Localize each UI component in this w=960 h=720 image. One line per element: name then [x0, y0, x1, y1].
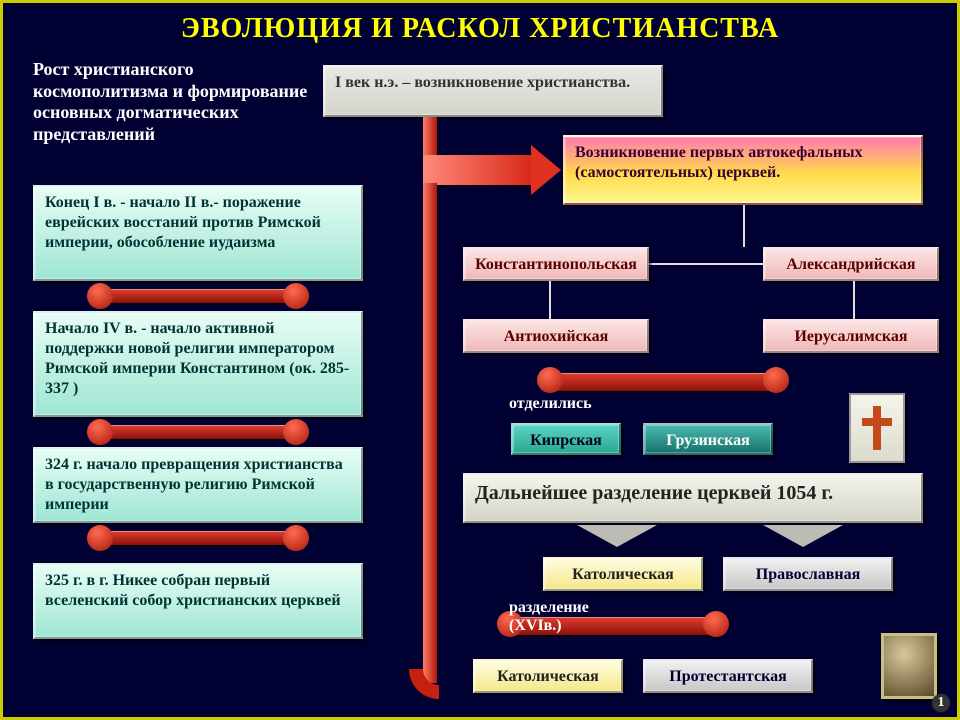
origin-box: I век н.э. – возникновение христианства. [323, 65, 663, 117]
arrow-to-sunset [423, 155, 533, 185]
left-event-2: Начало IV в. - начало активной поддержки… [33, 311, 363, 417]
left-event-4: 325 г. в г. Никее собран первый вселенск… [33, 563, 363, 639]
event-text: 324 г. начало превращения христианства в… [35, 449, 361, 521]
church-georgia: Грузинская [643, 423, 773, 455]
split-label: Католическая [545, 559, 701, 591]
arrow-curve-bottom [409, 669, 439, 699]
church-label: Грузинская [645, 425, 771, 457]
tree-vline [743, 205, 745, 247]
cross-icon [849, 393, 905, 463]
church-label: Кипрская [513, 425, 619, 457]
red-conn-1 [93, 289, 303, 303]
split-label: Православная [725, 559, 891, 591]
catholic-16c: Католическая [473, 659, 623, 693]
gray-arrow-2 [763, 525, 843, 547]
page-title: ЭВОЛЮЦИЯ И РАСКОЛ ХРИСТИАНСТВА [3, 3, 957, 51]
church-cyprus: Кипрская [511, 423, 621, 455]
church-alexandria: Александрийская [763, 247, 939, 281]
red-conn-3 [93, 531, 303, 545]
event-text: Конец I в. - начало II в.- поражение евр… [35, 187, 361, 259]
autocephalous-text: Возникновение первых автокефальных (само… [565, 137, 921, 189]
left-event-1: Конец I в. - начало II в.- поражение евр… [33, 185, 363, 281]
label-separated: отделились [509, 395, 592, 413]
event-text: 325 г. в г. Никее собран первый вселенск… [35, 565, 361, 617]
schism-1054-text: Дальнейшее разделение церквей 1054 г. [465, 475, 921, 512]
church-label: Иерусалимская [765, 321, 937, 353]
split-label: Протестантская [645, 661, 811, 693]
crucifix-image [881, 633, 937, 699]
event-text: Начало IV в. - начало активной поддержки… [35, 313, 361, 405]
church-antioch: Антиохийская [463, 319, 649, 353]
label-split2: разделение (XVIв.) [509, 599, 629, 634]
origin-text: I век н.э. – возникновение христианства. [325, 67, 661, 99]
schism-1054-box: Дальнейшее разделение церквей 1054 г. [463, 473, 923, 523]
arrow-vert-long [423, 183, 437, 683]
slide-number: 1 [931, 693, 951, 713]
split-label: Католическая [475, 661, 621, 693]
church-label: Константинопольская [465, 249, 647, 281]
tree-v3 [549, 281, 551, 319]
church-constantinople: Константинопольская [463, 247, 649, 281]
gray-arrow-1 [577, 525, 657, 547]
red-band-churches [543, 373, 783, 391]
red-conn-2 [93, 425, 303, 439]
church-jerusalem: Иерусалимская [763, 319, 939, 353]
church-label: Александрийская [765, 249, 937, 281]
autocephalous-box: Возникновение первых автокефальных (само… [563, 135, 923, 205]
orthodox-1054: Православная [723, 557, 893, 591]
tree-v4 [853, 281, 855, 319]
left-event-3: 324 г. начало превращения христианства в… [33, 447, 363, 523]
church-label: Антиохийская [465, 321, 647, 353]
protestant-16c: Протестантская [643, 659, 813, 693]
catholic-1054: Католическая [543, 557, 703, 591]
intro-text: Рост христианского космополитизма и форм… [33, 59, 313, 145]
